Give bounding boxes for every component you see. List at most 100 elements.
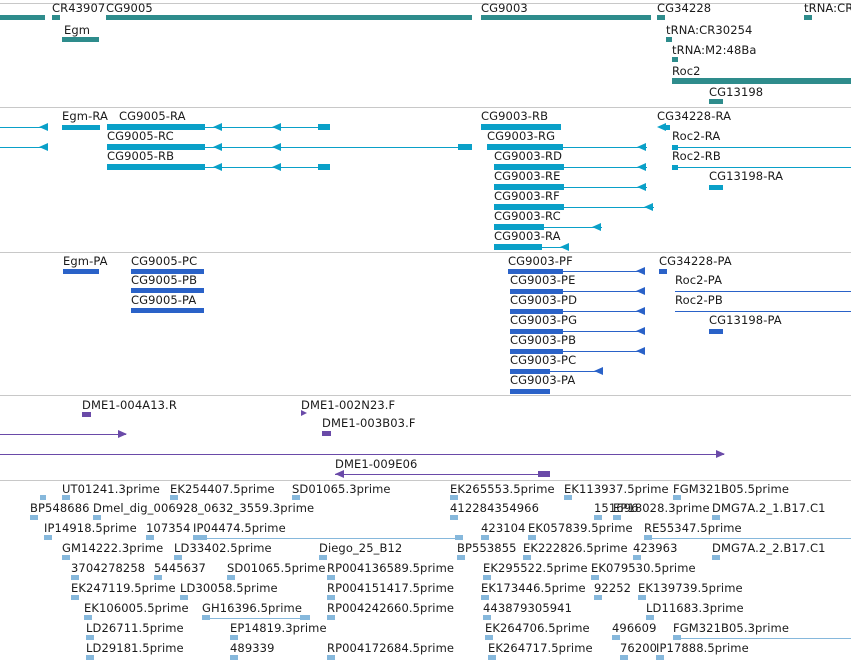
est-label[interactable]: Diego_25_B12 [319, 541, 403, 555]
est-feature[interactable] [62, 555, 70, 560]
gene-feature[interactable] [804, 15, 812, 20]
protein-bar[interactable] [510, 349, 563, 354]
est-feature[interactable] [327, 615, 335, 620]
est-feature[interactable] [170, 495, 178, 500]
est-feature[interactable] [594, 595, 602, 600]
protein-line[interactable] [508, 271, 644, 272]
protein-label[interactable]: Egm-PA [63, 254, 108, 268]
est-label[interactable]: EK173446.5prime [481, 581, 586, 595]
est-label[interactable]: LD11683.3prime [646, 601, 744, 615]
gene-feature[interactable] [62, 37, 99, 42]
gene-feature[interactable] [52, 15, 60, 20]
est-line[interactable] [193, 538, 463, 539]
transcript-label[interactable]: Roc2-RB [672, 149, 721, 163]
protein-label[interactable]: CG9005-PA [131, 293, 197, 307]
est-label[interactable]: EK295522.5prime [483, 561, 588, 575]
transcript-exon[interactable] [318, 124, 330, 130]
est-feature[interactable] [633, 555, 641, 560]
clone-line[interactable] [335, 474, 549, 475]
est-label[interactable]: EK265553.5prime [450, 482, 555, 496]
protein-label[interactable]: CG34228-PA [659, 254, 732, 268]
gene-feature[interactable] [0, 15, 45, 20]
est-label[interactable]: LD29181.5prime [86, 641, 184, 655]
est-feature[interactable] [93, 515, 101, 520]
transcript-exon[interactable] [481, 124, 561, 130]
transcript-exon[interactable] [709, 185, 723, 190]
protein-label[interactable]: CG9003-PD [510, 293, 578, 307]
est-line[interactable] [644, 538, 851, 539]
transcript-label[interactable]: CG13198-RA [709, 169, 784, 183]
est-feature[interactable] [202, 615, 210, 620]
protein-line[interactable] [510, 351, 644, 352]
protein-bar[interactable] [131, 269, 204, 274]
protein-label[interactable]: CG9003-PA [510, 373, 576, 387]
est-label[interactable]: 3704278258 [71, 561, 146, 575]
est-line[interactable] [673, 638, 851, 639]
est-feature[interactable] [227, 575, 235, 580]
gene-feature[interactable] [481, 15, 651, 20]
est-feature[interactable] [319, 555, 327, 560]
est-label[interactable]: RP004242660.5prime [327, 601, 455, 615]
est-label[interactable]: DMG7A.2_2.B17.C1 [712, 541, 826, 555]
protein-bar[interactable] [510, 329, 563, 334]
clone-line[interactable] [0, 434, 126, 435]
transcript-label[interactable]: CG34228-RA [657, 109, 732, 123]
transcript-exon[interactable] [494, 244, 542, 250]
est-label[interactable]: GH16396.5prime [202, 601, 303, 615]
transcript-label[interactable]: CG9003-RD [494, 149, 563, 163]
transcript-exon[interactable] [458, 144, 472, 150]
est-label[interactable]: EK057839.5prime [528, 521, 633, 535]
transcript-label[interactable]: CG9005-RB [107, 149, 175, 163]
clone-label[interactable]: DME1-003B03.F [322, 416, 416, 430]
est-label[interactable]: 107354 [146, 521, 191, 535]
est-label[interactable]: BP548686 [30, 501, 90, 515]
est-feature[interactable] [71, 575, 79, 580]
gene-feature[interactable] [657, 15, 665, 20]
est-feature[interactable] [230, 655, 238, 660]
est-label[interactable]: DMG7A.2_1.B17.C1 [712, 501, 826, 515]
protein-bar[interactable] [131, 308, 204, 313]
est-feature[interactable] [180, 595, 188, 600]
est-feature[interactable] [613, 515, 621, 520]
transcript-label[interactable]: CG9003-RE [494, 169, 561, 183]
est-feature[interactable] [528, 535, 536, 540]
transcript-line[interactable] [0, 147, 48, 148]
est-feature[interactable] [30, 515, 38, 520]
est-label[interactable]: EK106005.5prime [84, 601, 189, 615]
est-label[interactable]: EK264717.5prime [488, 641, 593, 655]
transcript-label[interactable]: CG9003-RA [494, 229, 561, 243]
est-feature[interactable] [481, 595, 489, 600]
est-label[interactable]: UT01241.3prime [62, 482, 160, 496]
est-feature[interactable] [594, 515, 602, 520]
clone-end[interactable] [82, 412, 91, 417]
gene-feature[interactable] [666, 37, 672, 42]
est-feature[interactable] [638, 595, 646, 600]
protein-label[interactable]: CG9005-PB [131, 273, 198, 287]
est-feature[interactable] [485, 635, 493, 640]
transcript-label[interactable]: CG9003-RF [494, 189, 560, 203]
transcript-exon[interactable] [107, 124, 205, 130]
transcript-label[interactable]: CG9005-RC [107, 129, 174, 143]
est-feature[interactable] [450, 495, 458, 500]
est-feature[interactable] [591, 575, 599, 580]
transcript-exon[interactable] [487, 144, 563, 150]
protein-label[interactable]: CG9003-PE [510, 273, 576, 287]
est-feature[interactable] [71, 595, 79, 600]
est-feature[interactable] [488, 655, 496, 660]
est-label[interactable]: LD33402.5prime [174, 541, 272, 555]
gene-label[interactable]: Roc2 [672, 64, 701, 78]
est-line[interactable] [202, 618, 310, 619]
est-feature[interactable] [673, 635, 681, 640]
est-label[interactable]: GM14222.3prime [62, 541, 164, 555]
transcript-exon[interactable] [494, 224, 544, 230]
est-label[interactable]: 496609 [612, 621, 657, 635]
transcript-exon[interactable] [664, 125, 670, 130]
est-feature[interactable] [646, 615, 654, 620]
transcript-exon[interactable] [107, 164, 205, 170]
est-label[interactable]: EK264706.5prime [485, 621, 590, 635]
est-feature[interactable] [86, 655, 94, 660]
est-label[interactable]: EK254407.5prime [170, 482, 275, 496]
protein-bar[interactable] [63, 269, 99, 274]
transcript-exon[interactable] [494, 204, 564, 210]
protein-label[interactable]: CG13198-PA [709, 313, 782, 327]
